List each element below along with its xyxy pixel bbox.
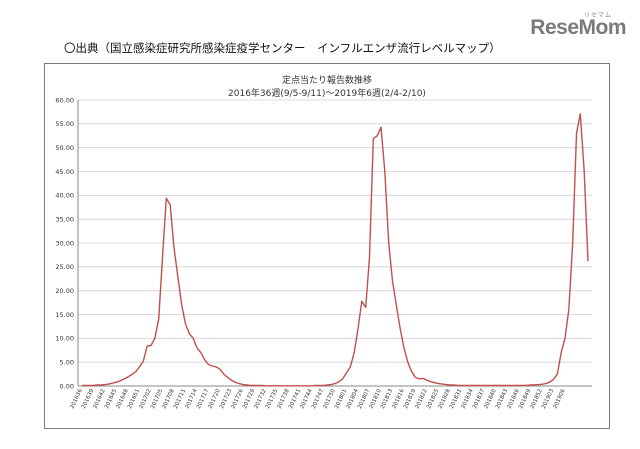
y-tick-label: 35.00 bbox=[55, 215, 74, 223]
y-tick-label: 5.00 bbox=[60, 358, 74, 366]
chart-title: 定点当たり報告数推移 bbox=[281, 76, 372, 86]
series-line-reports-per-sentinel bbox=[82, 113, 589, 387]
y-tick-label: 30.00 bbox=[55, 239, 74, 247]
y-tick-label: 50.00 bbox=[55, 144, 74, 152]
y-tick-label: 15.00 bbox=[55, 311, 74, 319]
resemom-logo: リセマム ReseMom bbox=[526, 8, 626, 39]
y-axis-ticks: 0.00 5.00 10.00 15.00 20.00 25.00 30.00 35.00 40… bbox=[55, 96, 74, 390]
y-tick-label: 60.00 bbox=[55, 96, 74, 104]
y-tick-label: 45.00 bbox=[55, 168, 74, 176]
y-tick-label: 10.00 bbox=[55, 335, 74, 343]
y-tick-label: 20.00 bbox=[55, 287, 74, 295]
series-group bbox=[82, 113, 589, 387]
y-tick-label: 0.00 bbox=[60, 382, 74, 390]
y-tick-label: 25.00 bbox=[55, 263, 74, 271]
logo-text: ReseMom bbox=[530, 16, 626, 39]
chart-frame bbox=[44, 63, 610, 429]
source-caption: 〇出典（国立感染症研究所感染症疫学センター インフルエンザ流行レベルマップ） bbox=[64, 41, 501, 55]
x-axis-ticks: 2016362016392016422016452016482016512017… bbox=[69, 388, 567, 410]
y-tick-label: 55.00 bbox=[55, 120, 74, 128]
logo-subtext: リセマム bbox=[583, 12, 612, 19]
chart-subtitle: 2016年36週(9/5-9/11)～2019年6週(2/4-2/10) bbox=[228, 89, 426, 99]
gridlines bbox=[78, 99, 592, 387]
y-tick-label: 40.00 bbox=[55, 192, 74, 200]
